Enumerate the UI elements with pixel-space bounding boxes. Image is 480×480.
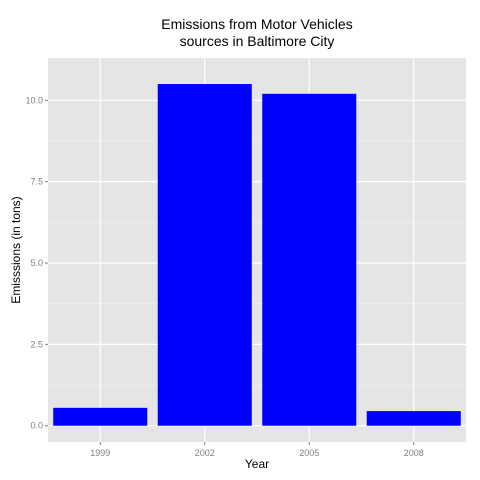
x-tick-label: 2008 <box>404 448 424 458</box>
chart-title-line-1: Emissions from Motor Vehicles <box>161 16 352 32</box>
bar-2005 <box>262 93 357 426</box>
chart-title-line-2: sources in Baltimore City <box>180 33 335 49</box>
x-axis-ticks: 1999 2002 2005 2008 <box>90 442 424 458</box>
y-tick-label: 0.0 <box>30 421 43 431</box>
y-axis-ticks: 0.0 2.5 5.0 7.5 10.0 <box>25 95 48 431</box>
y-tick-label: 5.0 <box>30 258 43 268</box>
x-axis-title: Year <box>245 457 269 471</box>
x-tick-label: 2002 <box>195 448 215 458</box>
bar-1999 <box>53 407 148 426</box>
x-tick-label: 1999 <box>90 448 110 458</box>
plot-panel <box>48 58 466 442</box>
y-axis-title: Emisssions (in tons) <box>9 196 23 303</box>
bar-2008 <box>366 411 461 426</box>
y-tick-label: 2.5 <box>30 339 43 349</box>
bar-2002 <box>157 84 252 426</box>
bars <box>53 84 461 426</box>
x-tick-label: 2005 <box>299 448 319 458</box>
y-tick-label: 10.0 <box>25 95 43 105</box>
y-tick-label: 7.5 <box>30 177 43 187</box>
